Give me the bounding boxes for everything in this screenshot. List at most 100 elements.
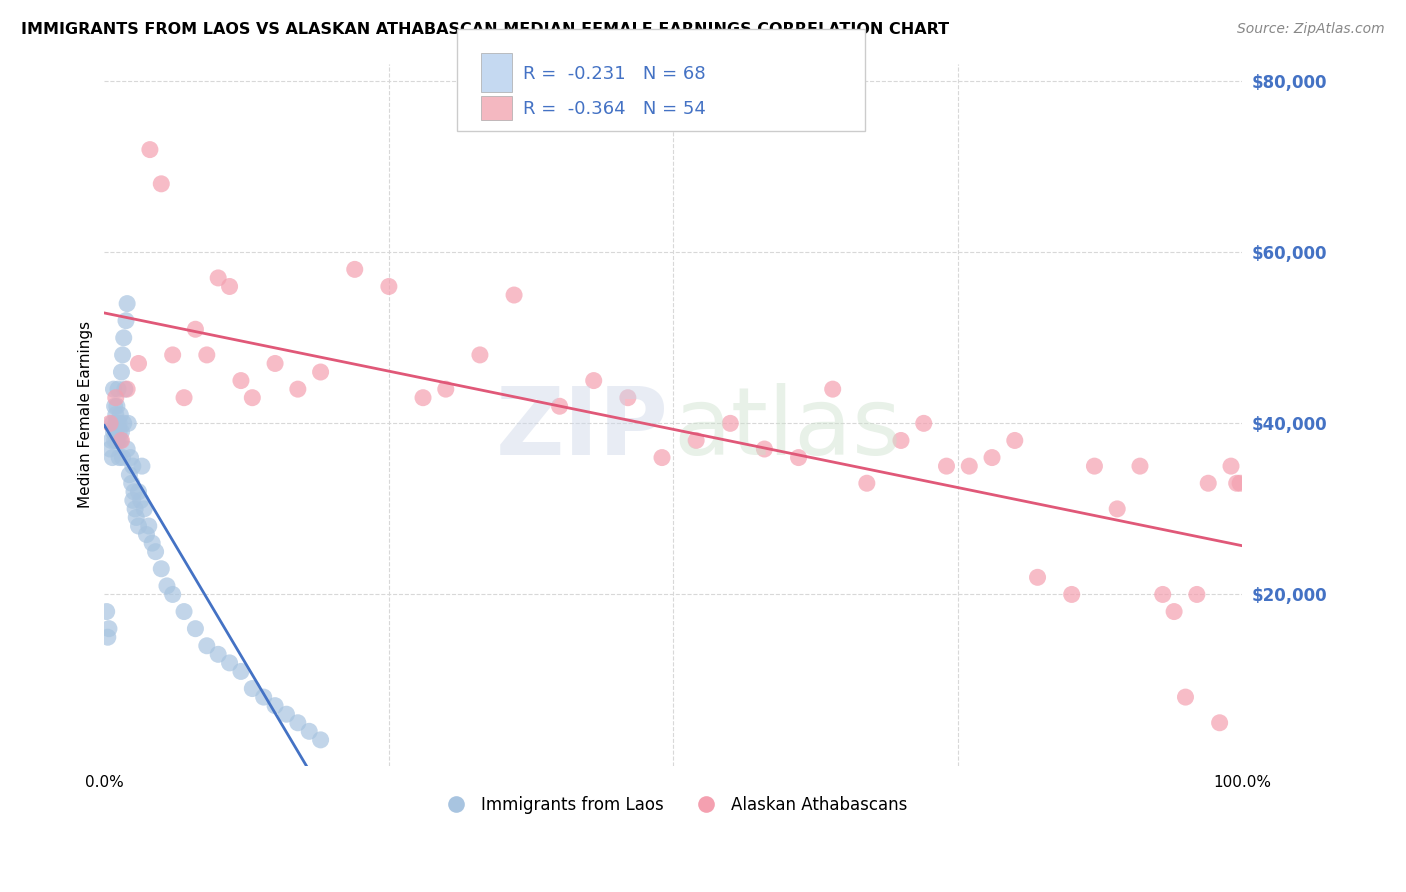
Point [651,450,673,465]
Text: R =  -0.364   N = 54: R = -0.364 N = 54 [523,100,706,118]
Point [129,493,152,508]
Point [134,502,156,516]
Point [105,417,128,431]
Point [124,502,146,516]
Point [105,434,128,448]
Point [128,356,150,370]
Point [131,459,153,474]
Point [1226,476,1249,491]
Point [162,587,184,601]
Text: Source: ZipAtlas.com: Source: ZipAtlas.com [1237,22,1385,37]
Point [582,374,605,388]
Point [108,450,131,465]
Point [97,630,120,644]
Legend: Immigrants from Laos, Alaskan Athabascans: Immigrants from Laos, Alaskan Athabascan… [433,789,914,821]
Point [856,476,879,491]
Point [100,434,122,448]
Point [264,356,287,370]
Point [114,382,136,396]
Point [104,391,127,405]
Point [128,519,150,533]
Point [195,348,218,362]
Point [434,382,457,396]
Y-axis label: Median Female Earnings: Median Female Earnings [79,321,93,508]
Point [139,143,162,157]
Point [957,459,980,474]
Text: IMMIGRANTS FROM LAOS VS ALASKAN ATHABASCAN MEDIAN FEMALE EARNINGS CORRELATION CH: IMMIGRANTS FROM LAOS VS ALASKAN ATHABASC… [21,22,949,37]
Point [548,399,571,413]
Point [1174,690,1197,705]
Point [240,681,263,696]
Point [754,442,776,456]
Point [821,382,844,396]
Point [378,279,401,293]
Point [98,417,121,431]
Point [108,425,131,439]
Point [1060,587,1083,601]
Point [104,434,127,448]
Point [184,322,207,336]
Point [218,656,240,670]
Point [110,434,132,448]
Point [101,450,124,465]
Point [110,365,132,379]
Point [145,544,167,558]
Point [912,417,935,431]
Point [108,417,131,431]
Point [1163,605,1185,619]
Point [264,698,287,713]
Point [207,648,229,662]
Point [1152,587,1174,601]
Point [1004,434,1026,448]
Text: atlas: atlas [673,383,901,475]
Point [287,382,309,396]
Point [253,690,276,705]
Point [1208,715,1230,730]
Point [112,331,135,345]
Point [110,434,132,448]
Point [107,434,129,448]
Point [218,279,240,293]
Point [103,425,125,439]
Point [173,391,195,405]
Point [117,417,139,431]
Point [138,519,160,533]
Point [121,476,143,491]
Point [118,467,141,482]
Point [115,296,138,310]
Point [115,382,138,396]
Point [343,262,366,277]
Point [685,434,707,448]
Point [115,314,138,328]
Point [1083,459,1105,474]
Point [981,450,1004,465]
Point [184,622,207,636]
Point [121,459,143,474]
Point [150,177,173,191]
Point [121,493,143,508]
Point [128,484,150,499]
Point [120,450,142,465]
Point [276,707,298,722]
Point [110,425,132,439]
Point [97,622,120,636]
Point [110,408,132,422]
Point [617,391,640,405]
Point [101,417,124,431]
Point [195,639,218,653]
Text: ZIP: ZIP [496,383,669,475]
Point [107,382,129,396]
Point [412,391,434,405]
Point [468,348,491,362]
Point [1197,476,1219,491]
Point [104,425,127,439]
Point [98,442,121,456]
Point [173,605,195,619]
Point [1129,459,1152,474]
Point [96,605,118,619]
Point [112,417,135,431]
Point [104,399,127,413]
Point [309,732,332,747]
Point [229,665,252,679]
Point [1107,502,1129,516]
